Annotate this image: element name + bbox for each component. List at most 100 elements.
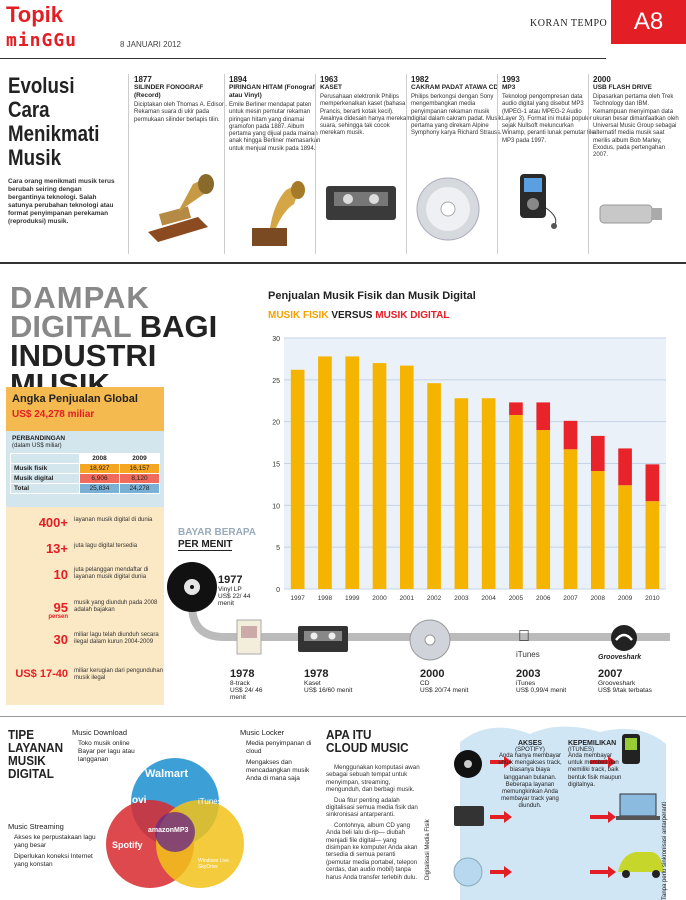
legend-versus: VERSUS — [331, 310, 373, 321]
cell: 6,906 — [78, 473, 120, 484]
streaming-block: Music Streaming Akses ke perpustakaan la… — [8, 822, 108, 869]
wlt-logo: Windows Live SkyDrive — [198, 858, 229, 870]
ovi-logo: ovi — [132, 795, 147, 806]
impact-line-1: DAMPAK — [10, 280, 150, 315]
streaming-item: Diperlukan koneksi Internet yang konstan — [14, 853, 93, 868]
global-sales-box: Angka Penjualan Global US$ 24,278 miliar — [6, 387, 164, 431]
stat-number: 95 — [53, 600, 68, 615]
x-tick-label: 1997 — [290, 595, 305, 602]
tl-title: PIRINGAN HITAM (Fonograf atau Vinyl) — [229, 84, 315, 99]
timeline-1894: 1894 PIRINGAN HITAM (Fonograf atau Vinyl… — [229, 75, 324, 255]
pay-price: US$ 16/60 menit — [304, 687, 353, 694]
side-label-left: Digitalisasi Media Fisik — [425, 819, 431, 880]
y-tick-label: 5 — [276, 545, 280, 552]
global-title: Angka Penjualan Global — [12, 393, 138, 405]
pay-item-kaset: 1978 Kaset US$ 16/60 menit — [304, 668, 374, 694]
cloud-p2: Dua fitur penting adalah digitalisasi se… — [326, 796, 418, 819]
x-tick-label: 2010 — [645, 595, 660, 602]
download-block: Music Download Toko musik online Bayar p… — [72, 728, 162, 764]
cloud-p1: Menggunakan komputasi awan sebagai sebua… — [326, 764, 420, 794]
stat-text: miliar kerugian dari pengunduhan musik i… — [74, 668, 164, 682]
tl-year: 1993 — [502, 75, 520, 84]
cassette-icon — [326, 186, 396, 220]
row-label: Musik fisik — [10, 463, 80, 474]
col-2009: 2009 — [118, 453, 161, 464]
bar-physical-2003 — [454, 398, 469, 589]
spotify-logo: Spotify — [112, 840, 143, 850]
paper-name: KORAN TEMPO — [530, 18, 608, 29]
tl-year: 1982 — [411, 75, 429, 84]
mp3-player-icon — [520, 174, 557, 229]
pay-item-itunes: 2003 iTunes US$ 0,99/4 menit — [516, 668, 596, 694]
compare-unit: (dalam US$ miliar) — [12, 443, 62, 449]
x-tick-label: 1999 — [345, 595, 360, 602]
stat-unit: persen — [48, 614, 68, 620]
bar-digital-2010 — [645, 464, 660, 502]
tl-desc: Diciptakan oleh Thomas A. Edison. Rekama… — [134, 102, 227, 123]
compare-table: 2008 2009 Musik fisik 18,927 16,157 Musi… — [10, 453, 161, 494]
bar-digital-2005 — [509, 402, 523, 415]
x-tick-label: 2009 — [618, 595, 633, 602]
y-tick-label: 20 — [272, 420, 280, 427]
pay-name: Grooveshark — [598, 680, 636, 687]
compare-label: PERBANDINGAN — [12, 435, 66, 442]
stat-text: miliar lagu telah diunduh secara ilegal … — [74, 632, 159, 646]
pay-item-vinyl: 1977 Vinyl LP US$ 22/ 44 menit — [218, 574, 278, 607]
intro: Evolusi Cara Menikmati Musik Cara orang … — [8, 74, 118, 226]
tl-year: 2000 — [593, 75, 611, 84]
bar-physical-2001 — [399, 365, 414, 589]
chart-title: Penjualan Musik Fisik dan Musik Digital — [268, 290, 476, 302]
tl-title: CAKRAM PADAT ATAWA CD — [411, 84, 499, 91]
pay-year: 1978 — [304, 668, 329, 680]
bar-physical-1999 — [345, 356, 360, 589]
cloud-title-2: CLOUD MUSIC — [326, 740, 409, 755]
grooveshark-label: Grooveshark — [598, 654, 642, 661]
x-tick-label: 2000 — [372, 595, 387, 602]
gramophone-icon — [252, 181, 305, 246]
bar-digital-2007 — [563, 420, 578, 450]
pay-title-a: BAYAR BERAPA — [178, 527, 256, 538]
akses-title: AKSES — [517, 740, 543, 747]
pay-price: US$ 22/ 44 menit — [218, 593, 251, 607]
tl-desc: Perusahaan elektronik Philips memperkena… — [320, 94, 412, 137]
bar-physical-2002 — [427, 383, 441, 589]
download-title: Music Download — [72, 728, 128, 737]
cloud-title-1: APA ITU — [326, 727, 372, 742]
col-2008: 2008 — [78, 453, 120, 464]
pay-year: 1978 — [230, 668, 255, 680]
locker-block: Music Locker Media penyimpanan di cloud … — [240, 728, 312, 783]
pay-price: US$ 0,99/4 menit — [516, 687, 567, 694]
download-item: Toko musik online — [78, 740, 130, 747]
pay-name: iTunes — [516, 680, 536, 687]
x-tick-label: 2005 — [509, 595, 524, 602]
akses-block: AKSES (SPOTIFY) Anda hanya membayar untu… — [498, 740, 562, 811]
akses-text: Anda hanya membayar untuk mengakses trac… — [498, 753, 562, 810]
tl-year: 1877 — [134, 75, 152, 84]
y-tick-label: 10 — [272, 503, 280, 510]
stat-text: juta lagu digital tersedia — [74, 543, 138, 549]
bar-digital-2009 — [618, 448, 632, 486]
pay-price: US$ 9/tak terbatas — [598, 687, 652, 694]
x-tick-label: 2008 — [591, 595, 606, 602]
bar-physical-2004 — [481, 398, 496, 589]
tl-year: 1894 — [229, 75, 247, 84]
pay-year: 2003 — [516, 668, 541, 680]
y-tick-label: 15 — [272, 462, 280, 469]
milik-text: Anda membayar untuk membeli dan memiliki… — [568, 753, 622, 788]
stat-number: 400+ — [38, 515, 68, 530]
tl-title: USB FLASH DRIVE — [593, 84, 652, 91]
download-item: Bayar per lagu atau langganan — [78, 748, 135, 763]
amazon-logo: amazonMP3 — [148, 827, 189, 834]
cd-disc-icon — [409, 619, 451, 661]
page-number: A8 — [611, 0, 686, 44]
section-title: Topik — [6, 2, 64, 27]
y-tick-label: 0 — [276, 587, 280, 594]
bar-digital-2006 — [536, 402, 551, 431]
grooveshark-icon — [611, 625, 637, 651]
pay-name: Vinyl LP — [218, 586, 242, 593]
legend-digital: MUSIK DIGITAL — [375, 310, 450, 321]
types-title-4: DIGITAL — [8, 766, 54, 781]
stat-text: layanan musik digital di dunia — [74, 517, 153, 523]
stat-text: musik yang diunduh pada 2008 adalah baja… — [74, 600, 158, 614]
types-title-1: TIPE — [8, 727, 35, 742]
